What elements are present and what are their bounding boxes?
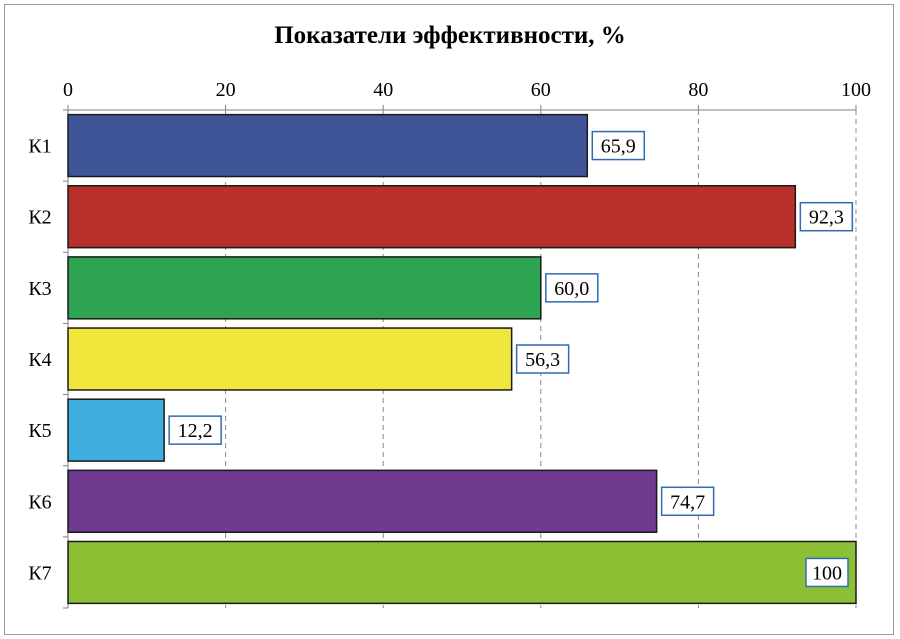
bar — [67, 398, 165, 462]
category-label: К4 — [28, 349, 51, 371]
category-label: К6 — [28, 491, 51, 513]
data-label: 56,3 — [525, 349, 560, 371]
x-tick-label: 40 — [373, 79, 393, 101]
data-label: 74,7 — [670, 491, 705, 513]
x-tick-label: 80 — [688, 79, 708, 101]
category-label: К3 — [28, 278, 51, 300]
bar — [67, 540, 857, 605]
data-label: 65,9 — [601, 136, 636, 158]
data-label-box — [545, 273, 599, 303]
x-tick-label: 60 — [531, 79, 551, 101]
bar — [67, 469, 658, 533]
data-label-box — [805, 557, 849, 588]
data-label-box — [799, 201, 854, 232]
category-label: К5 — [28, 420, 51, 442]
category-label: К1 — [28, 136, 51, 158]
data-label: 92,3 — [809, 207, 844, 229]
data-label-box — [168, 415, 222, 445]
data-label: 100 — [812, 562, 842, 584]
data-label-box — [515, 344, 570, 374]
x-tick-label: 100 — [841, 79, 871, 101]
bar — [67, 256, 542, 320]
bars — [67, 113, 857, 605]
bar — [67, 113, 589, 178]
data-label: 60,0 — [554, 278, 589, 300]
data-labels: 65,9 92,3 60,0 56,3 12,2 74,7 100 — [168, 130, 854, 588]
data-label-box — [591, 130, 646, 161]
bar — [67, 327, 513, 391]
category-label: К7 — [28, 562, 51, 584]
x-tick-label: 0 — [63, 79, 73, 101]
category-label: К2 — [28, 207, 51, 229]
data-label-box — [660, 486, 715, 517]
chart-title: Показатели эффективности, % — [274, 22, 626, 49]
x-tick-label: 20 — [216, 79, 236, 101]
data-label: 12,2 — [178, 420, 213, 442]
bar — [67, 185, 797, 249]
